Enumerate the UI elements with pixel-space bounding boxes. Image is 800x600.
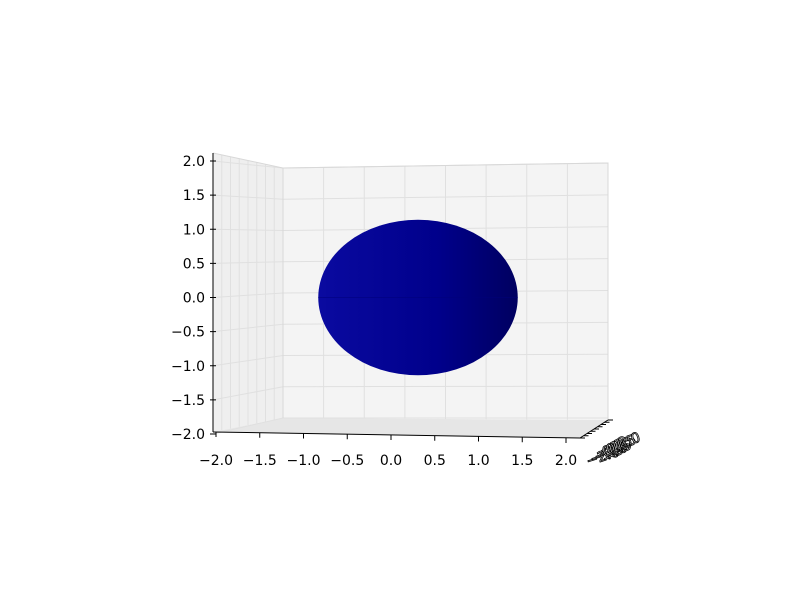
x-tick-label: −2.0 (199, 453, 233, 469)
depth-tick-label: 2.0 (616, 430, 642, 452)
pane-edges (212, 152, 609, 420)
x-tick-label: 1.0 (467, 453, 489, 469)
z-tick-label: −1.0 (171, 359, 205, 375)
z-tick-label: 1.0 (183, 222, 205, 238)
tick-labels: 2.01.51.00.50.0−0.5−1.0−1.5−2.0−2.0 −1.5−… (171, 154, 643, 470)
x-tick-label: 0.5 (424, 453, 446, 469)
depth-tick-label: 0.0 (600, 439, 626, 461)
x-axis-line (212, 431, 581, 439)
depth-tick-label: 1.0 (608, 434, 634, 456)
sphere-surface (318, 219, 518, 376)
x-tick-label: −1.5 (243, 453, 277, 469)
z-tick-label: 1.5 (183, 188, 205, 204)
x-tick-label: −0.5 (330, 453, 364, 469)
z-tick-label: 2.0 (183, 154, 205, 170)
grid-line-side (212, 417, 284, 435)
x-tick-label: 2.0 (555, 453, 577, 469)
x-tick-label: −1.0 (287, 453, 321, 469)
floor-pane (213, 418, 608, 438)
x-tick-label: 1.5 (511, 453, 533, 469)
z-tick-label: −2.0 (171, 427, 205, 443)
z-tick-label: 0.5 (183, 256, 205, 272)
z-tick-label: −0.5 (171, 325, 205, 341)
tick-marks (210, 160, 613, 443)
x-tick-label: 0.0 (380, 453, 402, 469)
depth-tick-label: 1.5 (612, 432, 638, 454)
grid-line-horizontal (282, 194, 609, 200)
z-tick-label: −1.5 (171, 393, 205, 409)
depth-tick-label: 0.5 (604, 436, 630, 458)
z-tick-label: 0.0 (183, 291, 205, 307)
